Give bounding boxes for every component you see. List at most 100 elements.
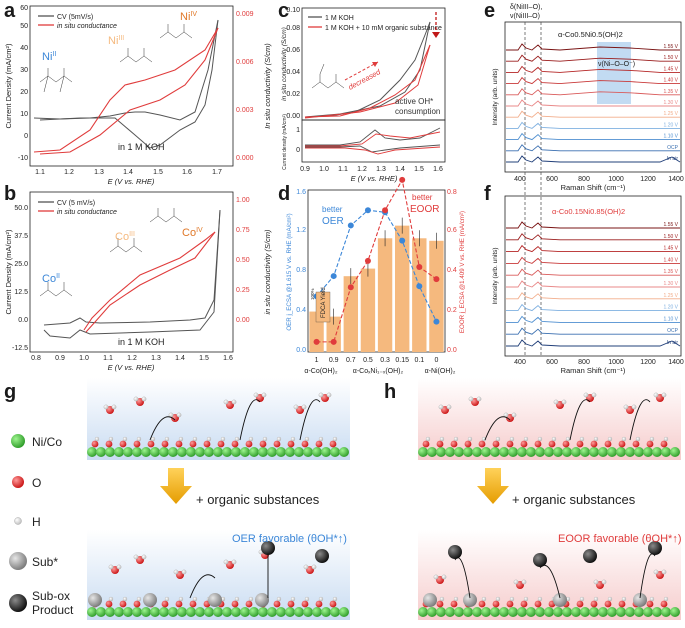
svg-text:0.4: 0.4 (296, 307, 306, 314)
surface-oxygen (273, 440, 281, 448)
trace-label: 1.55 V (664, 44, 679, 50)
metal-atom (499, 447, 509, 457)
metal-atom (114, 447, 124, 457)
metal-atom (571, 447, 581, 457)
panel-d-xlabel-coni: α-CoₓNi₁₋ₓ(OH)₂ (353, 368, 404, 375)
product-molecule (448, 545, 462, 559)
oxygen-atom-icon (12, 476, 24, 488)
panel-b-cv-forward (43, 209, 221, 326)
surface-hydrogen (663, 436, 669, 442)
panel-c-legend-organic: 1 M KOH + 10 mM organic substance (325, 25, 442, 32)
water-hydrogen (173, 569, 179, 575)
surface-hydrogen (453, 596, 459, 602)
metal-atom (240, 607, 250, 617)
surface-hydrogen (220, 436, 226, 442)
surface-hydrogen (290, 436, 296, 442)
surface-oxygen (436, 440, 444, 448)
svg-text:1.5: 1.5 (414, 166, 424, 173)
panel-b-ylabel-left: Current Density (mA/cm²) (4, 229, 13, 315)
svg-text:1.1: 1.1 (338, 166, 348, 173)
metal-atom (580, 607, 590, 617)
panel-b-cv-back (43, 209, 221, 339)
surface-oxygen (548, 440, 556, 448)
substrate-molecule (143, 593, 157, 607)
panel-b-cond-up (83, 231, 216, 331)
panel-a-yticks-left: -10 0 10 20 30 40 50 60 (18, 5, 28, 162)
surface-hydrogen (509, 436, 515, 442)
panel-a-cond-up (33, 27, 219, 153)
raman-trace (506, 327, 680, 335)
surface-oxygen (287, 600, 295, 608)
water-hydrogen (446, 404, 452, 410)
metal-atom (544, 447, 554, 457)
surface-hydrogen (192, 436, 198, 442)
substrate-molecule (255, 593, 269, 607)
panel-e-header-1: δ(NiIII–O), (510, 4, 542, 11)
metal-atom (276, 607, 286, 617)
water-hydrogen (318, 392, 324, 398)
raman-trace (506, 221, 680, 229)
panel-f: f α-Co0.15Ni0.85(OH)2 1.55 V 1.50 V 1.45 V… (484, 172, 684, 375)
metal-atom (535, 447, 545, 457)
panel-b-yticks-left: -12.5 0.0 12.5 25.0 37.5 50.0 (12, 205, 28, 352)
svg-text:20: 20 (20, 89, 28, 96)
svg-text:25.0: 25.0 (14, 261, 28, 268)
metal-atom (499, 607, 509, 617)
metal-atom (445, 607, 455, 617)
raman-trace (506, 256, 680, 264)
oer-point (347, 222, 354, 229)
panel-d-yticks-left: 0.0 0.4 0.8 1.2 1.6 (296, 189, 306, 354)
metal-atom (303, 447, 313, 457)
svg-text:1.2: 1.2 (357, 166, 367, 173)
svg-text:1200: 1200 (640, 176, 656, 183)
raman-trace (506, 315, 680, 323)
metal-atom (625, 607, 635, 617)
surface-oxygen (632, 440, 640, 448)
metal-atom (87, 607, 97, 617)
metal-atom (535, 607, 545, 617)
surface-hydrogen (607, 436, 613, 442)
metal-atom (177, 607, 187, 617)
raman-trace (506, 244, 680, 253)
substrate-molecule (633, 593, 647, 607)
surface-oxygen (287, 440, 295, 448)
trace-label: OCP (667, 145, 679, 151)
metal-atom (96, 447, 106, 457)
surface-oxygen (450, 440, 458, 448)
metal-atom (231, 607, 241, 617)
metal-atom (562, 607, 572, 617)
surface-hydrogen (192, 596, 198, 602)
panel-b-legend-cond: in situ conductance (57, 209, 117, 216)
svg-text:0.04: 0.04 (286, 69, 300, 76)
metal-atom (330, 607, 340, 617)
substrate-molecule (88, 593, 102, 607)
surface-hydrogen (453, 436, 459, 442)
panel-a-cv-forward (33, 19, 219, 121)
co-iv-label: CoIV (182, 227, 203, 239)
panel-d-xticks: 1 0.9 0.7 0.5 0.3 0.15 0.1 0 (315, 357, 439, 364)
svg-text:0.75: 0.75 (236, 227, 250, 234)
panel-a-cond-down (39, 27, 219, 155)
panel-h: h + organic substances EOOR favorable (θ… (384, 378, 681, 620)
svg-text:0.0: 0.0 (296, 347, 306, 354)
trace-label: 1.30 V (664, 281, 679, 287)
panel-e-xticks: 400 600 800 1000 1200 1400 (514, 176, 684, 183)
metal-atom (616, 447, 626, 457)
panel-a: a CV (5mV/s) in situ conductance NiII Ni… (4, 0, 272, 186)
panel-g-down-arrow (160, 468, 192, 504)
surface-hydrogen (234, 596, 240, 602)
panel-d-ylabel-left: OER j_ECSA @1.615 V vs. RHE (mA/cm²) (286, 213, 293, 330)
metal-atom (231, 447, 241, 457)
svg-text:1.3: 1.3 (94, 169, 104, 176)
surface-hydrogen (579, 436, 585, 442)
metal-atom (168, 447, 178, 457)
svg-text:0.06: 0.06 (286, 47, 300, 54)
surface-oxygen (119, 440, 127, 448)
water-hydrogen (261, 392, 267, 398)
panel-b-note: in 1 M KOH (118, 337, 165, 347)
oer-point (433, 318, 440, 325)
water-hydrogen (553, 399, 559, 405)
surface-hydrogen (332, 436, 338, 442)
svg-text:37.5: 37.5 (14, 233, 28, 240)
surface-oxygen (520, 600, 528, 608)
